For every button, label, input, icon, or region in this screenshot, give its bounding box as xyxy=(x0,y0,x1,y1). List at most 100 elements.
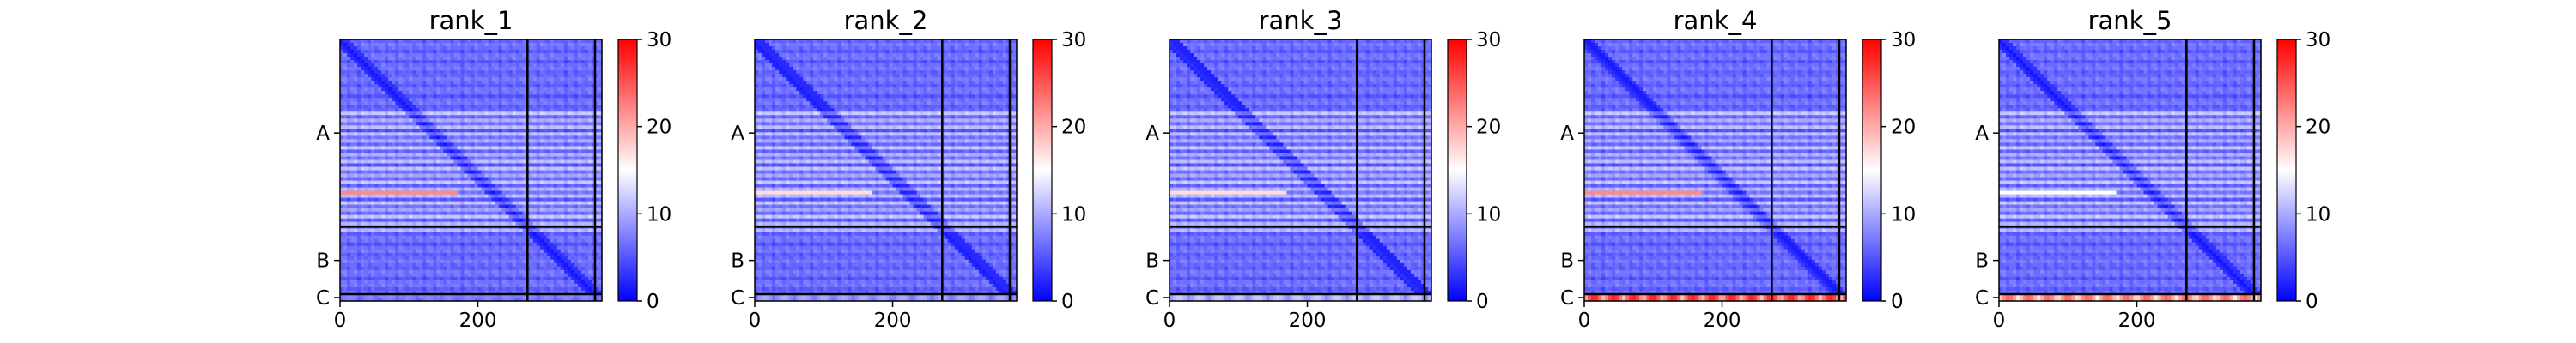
heatmap-cell xyxy=(561,163,565,167)
heatmap-cell xyxy=(409,139,413,143)
heatmap-cell xyxy=(523,139,527,143)
heatmap-cell xyxy=(453,149,458,153)
heatmap-cell xyxy=(422,260,427,264)
heatmap-cell xyxy=(450,135,454,140)
heatmap-cell xyxy=(492,153,496,157)
heatmap-cell xyxy=(547,60,551,64)
heatmap-cell xyxy=(426,219,430,223)
heatmap-cell xyxy=(357,191,361,196)
heatmap-cell xyxy=(585,174,589,178)
heatmap-cell xyxy=(550,156,555,160)
heatmap-cell xyxy=(453,46,458,51)
heatmap-cell xyxy=(374,122,379,126)
heatmap-cell xyxy=(361,256,365,261)
heatmap-cell xyxy=(464,91,468,95)
heatmap-cell xyxy=(381,202,386,206)
heatmap-cell xyxy=(395,132,399,136)
heatmap-cell xyxy=(412,222,416,226)
heatmap-cell xyxy=(354,243,358,247)
heatmap-cell xyxy=(419,174,423,178)
heatmap-cell xyxy=(495,63,500,68)
heatmap-cell xyxy=(502,236,507,240)
heatmap-cell xyxy=(554,250,558,254)
heatmap-cell xyxy=(571,215,575,220)
heatmap-cell xyxy=(416,132,420,136)
heatmap-cell xyxy=(523,263,527,268)
heatmap-cell xyxy=(585,229,589,233)
heatmap-cell xyxy=(350,153,355,157)
heatmap-cell xyxy=(343,74,348,78)
heatmap-cell xyxy=(499,239,503,244)
heatmap-cell xyxy=(478,178,483,182)
heatmap-cell xyxy=(578,46,582,51)
heatmap-cell xyxy=(412,132,416,136)
heatmap-cell xyxy=(502,260,507,264)
heatmap-cell xyxy=(516,77,520,81)
heatmap-cell xyxy=(464,67,468,71)
heatmap-cell xyxy=(502,118,507,123)
heatmap-cell xyxy=(357,146,361,150)
heatmap-cell xyxy=(464,229,468,233)
heatmap-cell xyxy=(433,229,437,233)
heatmap-cell xyxy=(492,202,496,206)
heatmap-cell xyxy=(385,81,389,85)
heatmap-cell xyxy=(354,87,358,92)
heatmap-cell xyxy=(368,118,372,123)
heatmap-cell xyxy=(509,188,513,192)
heatmap-cell xyxy=(495,111,500,116)
heatmap-cell xyxy=(378,129,382,133)
heatmap-cell xyxy=(361,53,365,57)
heatmap-cell xyxy=(492,250,496,254)
heatmap-cell xyxy=(564,98,568,102)
heatmap-cell xyxy=(457,181,461,185)
heatmap-cell xyxy=(429,202,434,206)
heatmap-cell xyxy=(581,118,586,123)
heatmap-cell xyxy=(416,105,420,109)
heatmap-cell xyxy=(485,118,489,123)
heatmap-cell xyxy=(429,132,434,136)
heatmap-cell xyxy=(422,70,427,75)
heatmap-cell xyxy=(409,163,413,167)
heatmap-cell xyxy=(374,174,379,178)
heatmap-cell xyxy=(540,181,544,185)
heatmap-cell xyxy=(471,108,476,112)
heatmap-cell xyxy=(354,212,358,216)
heatmap-cell xyxy=(530,181,534,185)
heatmap-cell xyxy=(347,171,351,175)
heatmap-cell xyxy=(540,256,544,261)
heatmap-cell xyxy=(588,202,592,206)
heatmap-cell xyxy=(475,142,479,147)
heatmap-cell xyxy=(475,263,479,268)
heatmap-cell xyxy=(412,219,416,223)
heatmap-cell xyxy=(561,84,565,88)
heatmap-cell xyxy=(547,77,551,81)
heatmap-cell xyxy=(364,153,368,157)
heatmap-cell xyxy=(540,184,544,189)
heatmap-cell xyxy=(540,43,544,47)
heatmap-cell xyxy=(395,208,399,213)
heatmap-cell xyxy=(378,122,382,126)
heatmap-cell xyxy=(471,142,476,147)
heatmap-cell xyxy=(422,250,427,254)
heatmap-cell xyxy=(409,50,413,54)
heatmap-cell xyxy=(405,232,410,237)
heatmap-cell xyxy=(585,63,589,68)
heatmap-cell xyxy=(564,142,568,147)
heatmap-cell xyxy=(495,159,500,164)
heatmap-cell xyxy=(523,122,527,126)
heatmap-cell xyxy=(354,260,358,264)
heatmap-cell xyxy=(564,232,568,237)
heatmap-cell xyxy=(354,111,358,116)
heatmap-cell xyxy=(374,94,379,99)
heatmap-cell xyxy=(464,139,468,143)
heatmap-cell xyxy=(554,246,558,250)
heatmap-cell xyxy=(409,205,413,209)
heatmap-cell xyxy=(395,105,399,109)
heatmap-cell xyxy=(578,43,582,47)
heatmap-cell xyxy=(378,50,382,54)
heatmap-cell xyxy=(540,84,544,88)
heatmap-cell xyxy=(574,191,579,196)
heatmap-cell xyxy=(475,125,479,129)
heatmap-cell xyxy=(433,63,437,68)
heatmap-cell xyxy=(540,222,544,226)
